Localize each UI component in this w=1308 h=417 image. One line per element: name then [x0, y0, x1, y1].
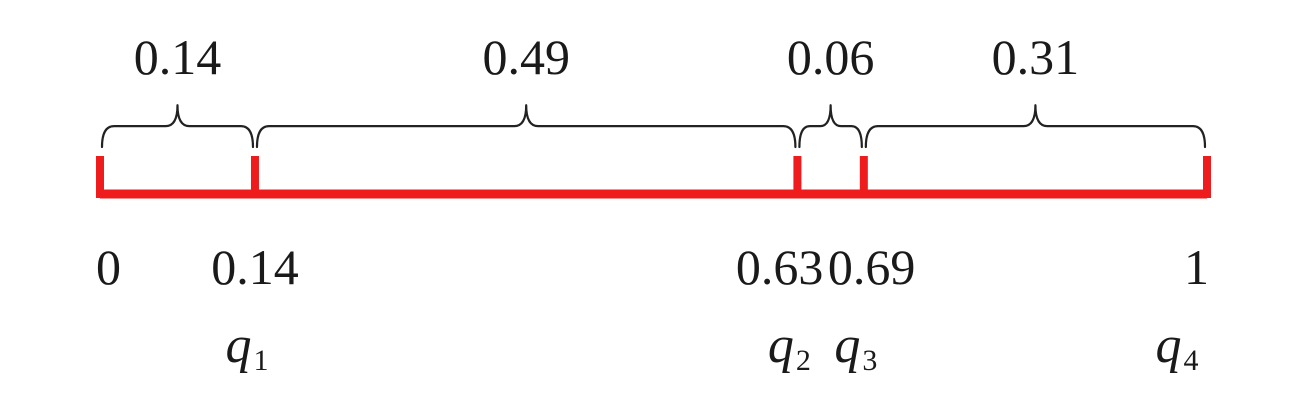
segment-brace [255, 104, 797, 149]
tick-label: 1 [1184, 239, 1209, 295]
braces-group [100, 104, 1207, 149]
segment-brace [100, 104, 255, 149]
q1-label: q1 [225, 317, 268, 377]
q3-label: q3 [834, 317, 877, 377]
segment-label: 0.06 [787, 29, 875, 85]
segment-brace [864, 104, 1207, 149]
tick-labels-group: 0 0.14 0.63 0.69 1 [96, 239, 1209, 295]
q2-label: q2 [768, 317, 811, 377]
tick-label: 0.63 [736, 239, 824, 295]
tick-label: 0 [96, 239, 121, 295]
tick-label: 0.14 [211, 239, 299, 295]
tick-label: 0.69 [828, 239, 916, 295]
segment-labels-group: 0.14 0.49 0.06 0.31 [134, 29, 1079, 85]
segment-label: 0.14 [134, 29, 222, 85]
segment-label: 0.31 [992, 29, 1080, 85]
segment-brace [798, 104, 863, 149]
q-labels-group: q1 q2 q3 q4 [225, 317, 1198, 377]
segment-label: 0.49 [482, 29, 570, 85]
q4-label: q4 [1156, 317, 1199, 377]
number-line [96, 156, 1211, 199]
